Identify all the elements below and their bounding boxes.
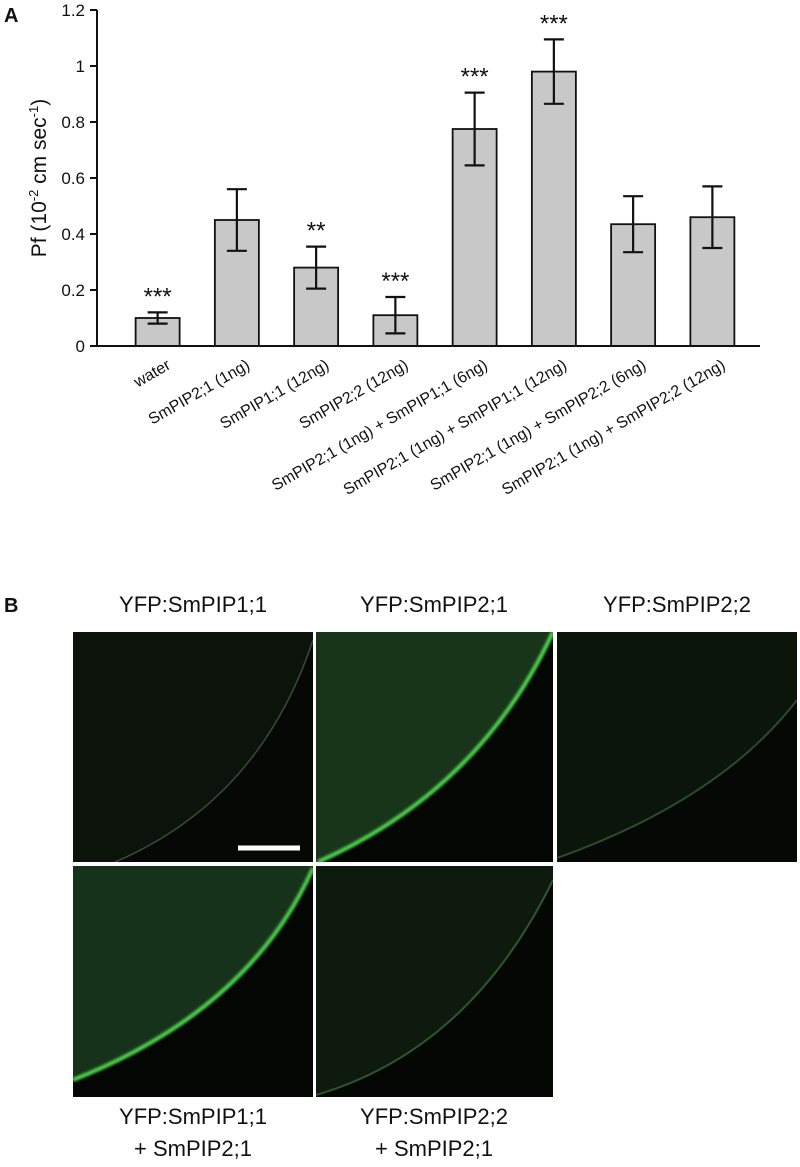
error-bar bbox=[543, 38, 564, 105]
y-axis-label-superscript: -2 bbox=[26, 190, 41, 202]
y-tick-label: 1 bbox=[76, 57, 85, 76]
y-tick-label: 0.4 bbox=[61, 225, 85, 244]
y-tick-label: 1.2 bbox=[61, 1, 85, 20]
y-axis-label-superscript: -1 bbox=[26, 106, 41, 118]
micrograph bbox=[557, 632, 797, 862]
significance-label: ** bbox=[307, 218, 326, 245]
image-title: YFP:SmPIP1;1 bbox=[119, 592, 267, 617]
image-caption: + SmPIP2;1 bbox=[134, 1136, 252, 1161]
y-tick-label: 0.8 bbox=[61, 113, 85, 132]
panel-label: B bbox=[4, 595, 18, 617]
y-tick-label: 0 bbox=[76, 337, 85, 356]
micrograph bbox=[316, 632, 553, 862]
micrograph bbox=[316, 866, 553, 1097]
bar bbox=[530, 70, 577, 347]
y-axis-label-part: cm sec bbox=[28, 117, 51, 189]
error-bar bbox=[385, 295, 406, 335]
panel-label: A bbox=[4, 5, 18, 27]
significance-label: *** bbox=[381, 268, 409, 295]
significance-label: *** bbox=[144, 283, 172, 310]
image-caption: YFP:SmPIP2;2 bbox=[360, 1104, 508, 1129]
y-tick-label: 0.2 bbox=[61, 281, 85, 300]
error-bar bbox=[147, 311, 168, 325]
error-bar bbox=[702, 185, 723, 250]
y-tick-label: 0.6 bbox=[61, 169, 85, 188]
y-axis-label-part: Pf (10 bbox=[28, 201, 51, 257]
x-tick-label: water bbox=[130, 356, 174, 391]
image-caption: YFP:SmPIP1;1 bbox=[119, 1104, 267, 1129]
error-bar bbox=[464, 91, 485, 167]
image-title: YFP:SmPIP2;2 bbox=[603, 592, 751, 617]
micrograph bbox=[73, 866, 313, 1097]
error-bar bbox=[623, 195, 644, 254]
micrograph bbox=[73, 632, 313, 862]
significance-label: *** bbox=[461, 64, 489, 91]
error-bar bbox=[226, 188, 247, 252]
significance-label: *** bbox=[540, 10, 568, 37]
image-caption: + SmPIP2;1 bbox=[375, 1136, 493, 1161]
y-axis-label: Pf (10-2 cm sec-1) bbox=[26, 99, 51, 258]
y-axis-label-part: ) bbox=[28, 99, 51, 106]
error-bar bbox=[306, 245, 327, 290]
image-title: YFP:SmPIP2;1 bbox=[360, 592, 508, 617]
